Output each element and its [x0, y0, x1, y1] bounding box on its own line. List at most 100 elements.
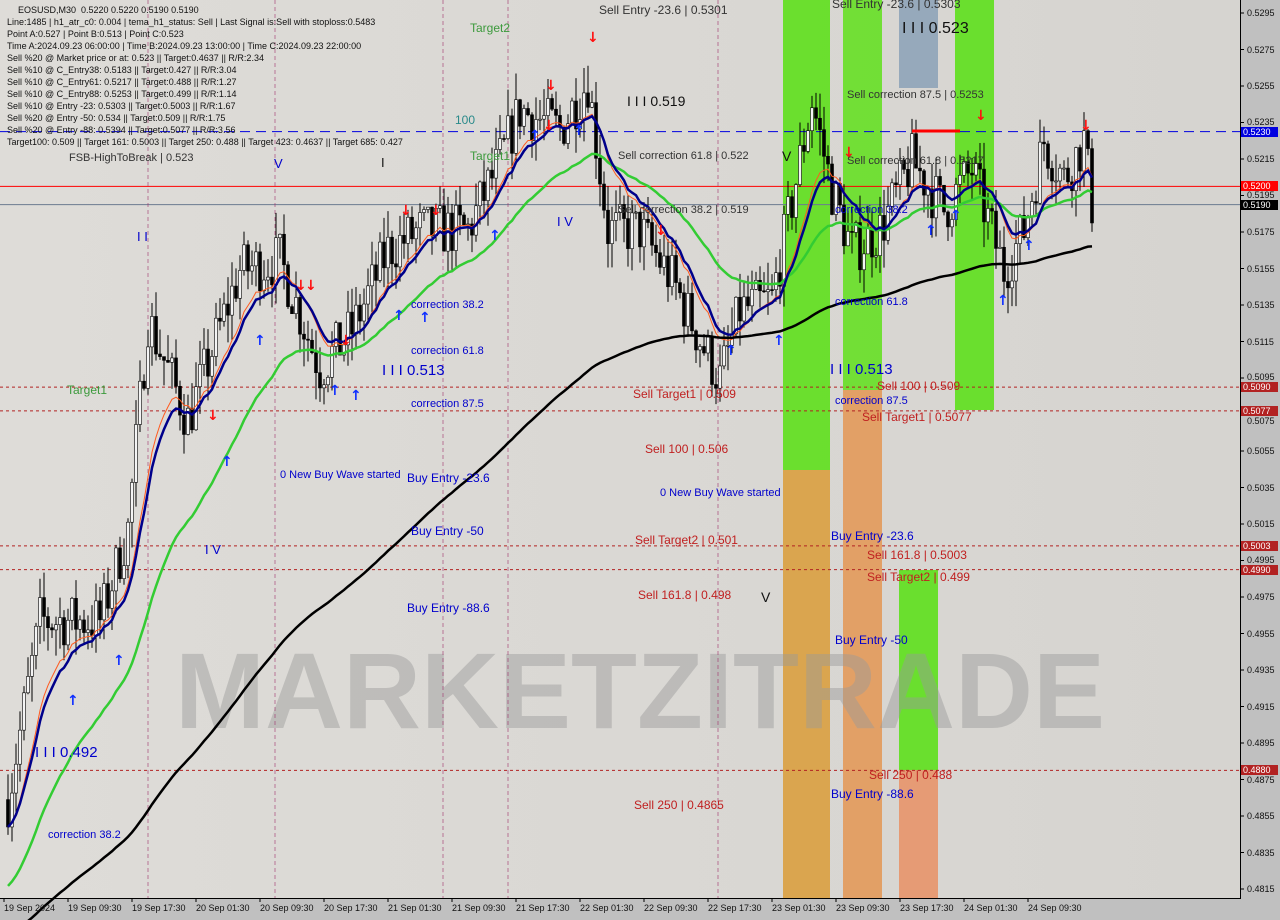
sell-arrow-icon: ↓ — [430, 203, 442, 219]
candle-body — [410, 216, 414, 240]
y-tick-label: 0.5215 — [1247, 154, 1275, 164]
price-tag: 0.4880 — [1241, 765, 1278, 776]
candle-body — [722, 345, 726, 367]
candle-body — [614, 212, 618, 221]
candle-body — [698, 346, 702, 351]
y-tick-label: 0.5135 — [1247, 300, 1275, 310]
x-tick-label: 20 Sep 17:30 — [324, 903, 378, 913]
candle-body — [538, 118, 542, 121]
candle-body — [806, 130, 810, 152]
buy-arrow-icon: ↑ — [393, 308, 405, 324]
ma-mid-line — [7, 152, 1093, 887]
chart-annotation: Target1 — [67, 383, 108, 397]
candle-body — [910, 133, 914, 188]
candle-body — [1026, 216, 1030, 238]
y-tick-label: 0.5015 — [1247, 519, 1275, 529]
candle-body — [874, 255, 878, 258]
y-tick-label: 0.4955 — [1247, 628, 1275, 639]
info-line: Sell %20 @ Entry -50: 0.534 || Target:0.… — [7, 113, 226, 123]
candle-body — [990, 208, 994, 212]
candle-body — [846, 231, 850, 247]
candle-body — [690, 293, 694, 332]
sell-arrow-icon: ↓ — [295, 278, 307, 294]
chart-annotation: I I I 0.513 — [382, 362, 445, 379]
x-tick-label: 23 Sep 17:30 — [900, 903, 954, 913]
chart-annotation: Sell 100 | 0.506 — [645, 442, 729, 456]
candle-body — [1014, 243, 1018, 282]
candle-body — [1066, 167, 1070, 183]
price-tag: 0.5230 — [1241, 126, 1278, 137]
candle-body — [786, 196, 790, 215]
candle-body — [114, 547, 118, 592]
candle-body — [550, 98, 554, 110]
candle-body — [682, 292, 686, 327]
candle-body — [554, 108, 558, 116]
candle-body — [1062, 167, 1066, 170]
y-tick-label: 0.5175 — [1247, 227, 1275, 237]
candle-body — [1090, 148, 1094, 224]
candle-body — [250, 265, 254, 272]
info-line: Time A:2024.09.23 06:00:00 | Time B:2024… — [7, 41, 362, 51]
candle-body — [154, 316, 158, 355]
candle-body — [126, 521, 130, 566]
candle-body — [922, 170, 926, 196]
candle-body — [170, 357, 174, 363]
plot-area[interactable] — [0, 0, 1241, 899]
candle-body — [370, 264, 374, 287]
buy-arrow-icon: ↑ — [113, 653, 125, 669]
symbol-header: EOSUSD,M30 0.5220 0.5220 0.5190 0.5190 — [18, 5, 199, 15]
candle-body — [826, 156, 830, 165]
buy-arrow-icon: ↑ — [254, 333, 266, 349]
candle-body — [426, 206, 430, 210]
candle-body — [590, 102, 594, 108]
chart-annotation: Buy Entry -88.6 — [407, 601, 490, 615]
candle-body — [26, 676, 30, 694]
chart-annotation: 100 — [455, 113, 476, 127]
candle-body — [334, 322, 338, 347]
chart-annotation: correction 38.2 — [835, 204, 908, 216]
candle-body — [118, 547, 122, 579]
y-tick-label: 0.5095 — [1247, 372, 1275, 383]
candle-body — [902, 159, 906, 170]
candle-body — [358, 304, 362, 322]
candle-body — [1030, 201, 1034, 218]
candle-body — [210, 356, 214, 377]
candle-body — [158, 353, 162, 357]
buy-arrow-icon: ↑ — [925, 223, 937, 239]
candle-body — [150, 316, 154, 348]
buy-arrow-icon: ↑ — [489, 228, 501, 244]
candle-body — [898, 159, 902, 186]
candle-body — [1018, 215, 1022, 244]
candle-body — [830, 163, 834, 215]
candle-body — [702, 346, 706, 354]
candle-body — [86, 629, 90, 633]
candle-body — [650, 222, 654, 246]
candle-body — [878, 215, 882, 256]
candle-body — [718, 365, 722, 389]
candle-body — [90, 629, 94, 636]
chart-annotation: I I I 0.523 — [902, 20, 969, 37]
candle-body — [70, 598, 74, 621]
candle-body — [870, 227, 874, 258]
x-tick-label: 22 Sep 09:30 — [644, 903, 698, 913]
buy-arrow-icon: ↑ — [67, 693, 79, 709]
signal-zone — [783, 0, 830, 470]
candle-body — [1074, 147, 1078, 192]
candle-body — [42, 597, 46, 617]
candle-body — [306, 338, 310, 341]
candle-body — [506, 115, 510, 139]
chart-annotation: I I I 0.513 — [830, 361, 893, 378]
candle-body — [486, 169, 490, 201]
candle-body — [858, 222, 862, 271]
chart-annotation: Sell 161.8 | 0.498 — [638, 588, 732, 602]
candle-body — [18, 729, 22, 765]
candle-body — [206, 348, 210, 377]
candle-body — [986, 208, 990, 223]
candle-body — [906, 169, 910, 188]
candle-body — [514, 99, 518, 154]
buy-arrow-icon: ↑ — [725, 343, 737, 359]
candle-body — [234, 285, 238, 299]
candle-body — [498, 138, 502, 150]
candle-body — [958, 175, 962, 185]
candle-body — [482, 181, 486, 201]
